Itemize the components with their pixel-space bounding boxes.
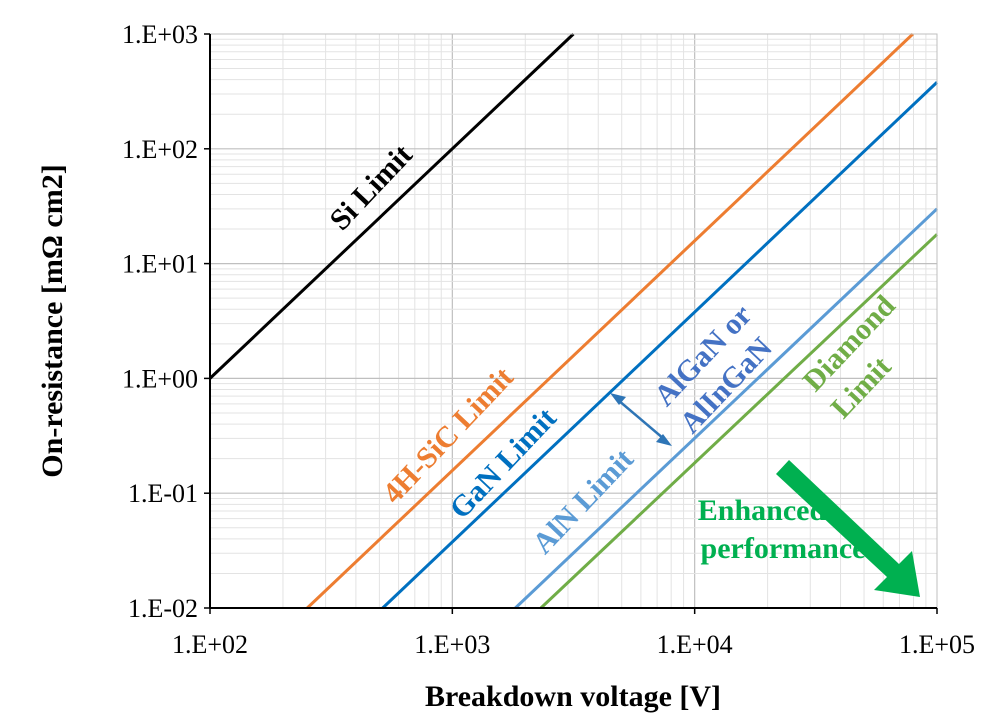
y-tick-label: 1.E+02 [122,135,198,164]
x-tick-label: 1.E+03 [414,630,490,659]
series-line-gan-limit [381,81,939,610]
enhanced-label-line2: performance [701,532,866,565]
series-line-si-limit [208,32,575,380]
double-arrow-icon [610,393,672,446]
x-tick-label: 1.E+05 [899,630,975,659]
series-line-4h-sic-limit [306,32,914,610]
plot-background [210,34,937,608]
series-line-diamond-limit [539,233,939,610]
x-tick-label: 1.E+04 [657,630,733,659]
y-tick-label: 1.E+03 [122,20,198,49]
y-tick-label: 1.E-02 [128,594,198,623]
x-tick-labels: 1.E+02 1.E+03 1.E+04 1.E+05 [172,608,975,659]
enhanced-arrow-icon [776,460,920,597]
series-lines [208,32,939,610]
x-tick-label: 1.E+02 [172,630,248,659]
x-axis-title: Breakdown voltage [V] [425,680,721,713]
y-tick-label: 1.E-01 [128,479,198,508]
series-line-aln-limit [514,207,939,610]
y-tick-labels: 1.E-02 1.E-01 1.E+00 1.E+01 1.E+02 1.E+03 [122,20,210,623]
axis-frame [209,33,938,609]
y-tick-label: 1.E+00 [122,364,198,393]
y-tick-label: 1.E+01 [122,250,198,279]
y-axis-title: On-resistance [mΩ cm2] [36,164,69,477]
enhanced-label-line1: Enhanced [698,494,827,527]
